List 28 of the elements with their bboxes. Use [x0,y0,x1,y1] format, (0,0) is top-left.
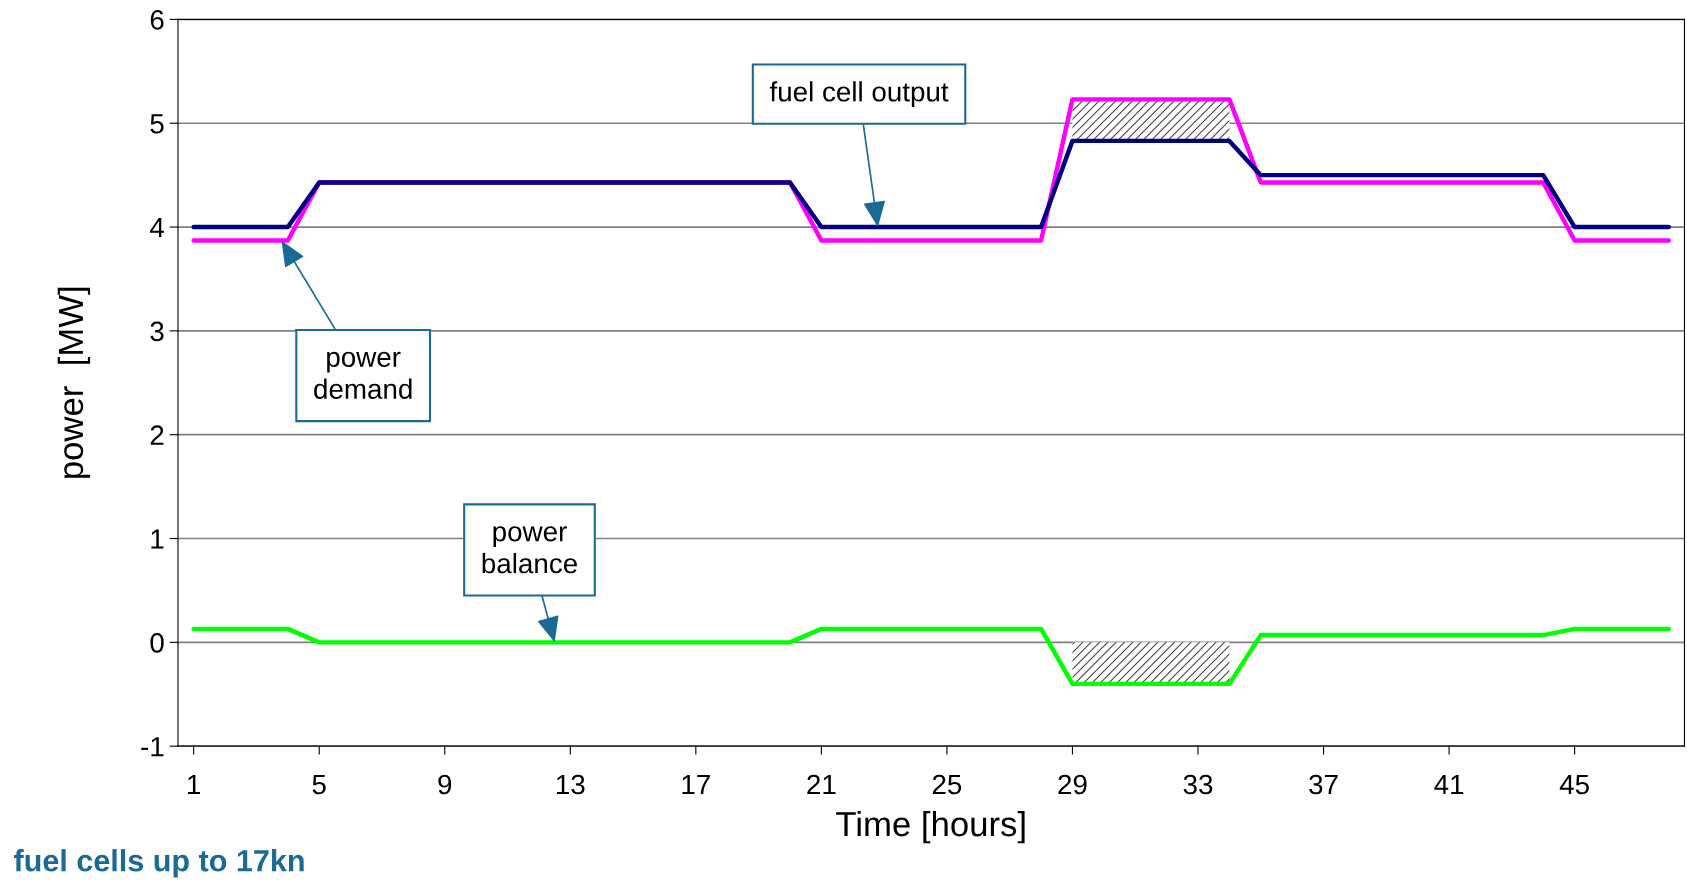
x-tick-label: 13 [556,774,585,795]
x-tick-label: 45 [1559,774,1589,795]
x-tick-label: 17 [682,774,710,795]
x-tick-label: 5 [312,774,326,795]
line-series [191,138,1671,230]
line-series [191,626,1671,687]
annotation: power balance [482,526,577,574]
x-tick-label: 41 [1434,774,1464,795]
y-axis-title: power [MW] [57,287,91,478]
x-tick-label: 21 [807,774,836,795]
y-tick-label: 5 [150,114,164,134]
x-tick-label: 29 [1058,774,1087,795]
annotation: power demand [314,351,412,399]
text: fuel cells up to 17kn [14,849,304,878]
x-tick-label: 33 [1183,774,1213,795]
y-tick-label: 6 [150,10,164,30]
x-tick-label: 37 [1309,774,1338,795]
y-tick-label: 2 [150,425,164,445]
x-tick-label: 1 [188,774,201,795]
x-tick-label: 25 [932,774,962,795]
x-axis-title: Time [hours] [836,810,1025,844]
y-tick-label: 3 [150,321,164,342]
y-tick-label: 4 [149,218,164,238]
y-tick-label: -1 [141,737,164,757]
y-tick-label: 0 [150,633,164,653]
x-tick-label: 9 [438,774,452,795]
y-tick-label: 1 [151,529,164,549]
annotation: fuel cell output [769,81,949,108]
